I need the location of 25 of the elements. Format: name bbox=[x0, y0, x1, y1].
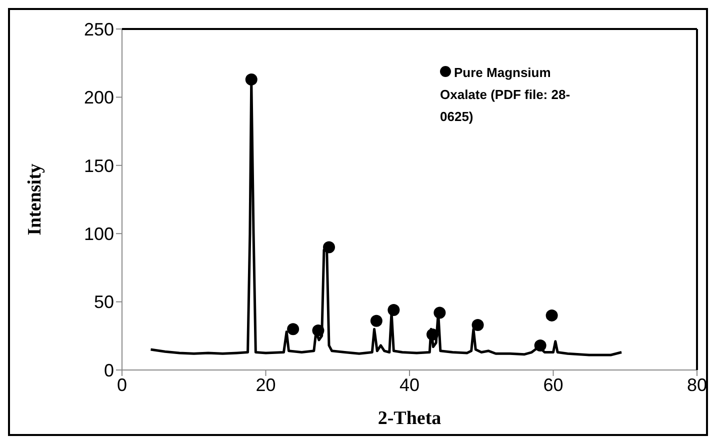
x-tick-label: 20 bbox=[256, 374, 276, 395]
point bbox=[287, 323, 300, 336]
y-tick-label: 100 bbox=[84, 224, 114, 244]
point bbox=[472, 318, 484, 331]
point bbox=[534, 339, 546, 352]
point bbox=[546, 309, 558, 322]
point bbox=[245, 73, 258, 86]
x-axis-title: 2-Theta bbox=[378, 408, 442, 429]
x-tick-label: 80 bbox=[686, 374, 708, 395]
x-tick-label: 60 bbox=[543, 374, 564, 395]
y-tick-label: 150 bbox=[84, 156, 114, 176]
x-tick-label: 0 bbox=[116, 374, 128, 395]
point bbox=[323, 241, 335, 254]
y-tick-label: 50 bbox=[94, 292, 114, 312]
point bbox=[426, 328, 438, 341]
point bbox=[370, 314, 382, 327]
point bbox=[312, 324, 324, 336]
y-tick-label: 200 bbox=[84, 88, 114, 108]
point bbox=[388, 304, 400, 316]
x-tick-label: 40 bbox=[399, 374, 420, 395]
legend-label: Pure Magnsium Oxalate (PDF file: 28-0625) bbox=[440, 62, 572, 128]
y-tick-label: 0 bbox=[104, 360, 114, 380]
y-tick-label: 250 bbox=[84, 19, 114, 40]
point bbox=[434, 306, 446, 319]
y-axis-title: Intensity bbox=[24, 163, 46, 236]
